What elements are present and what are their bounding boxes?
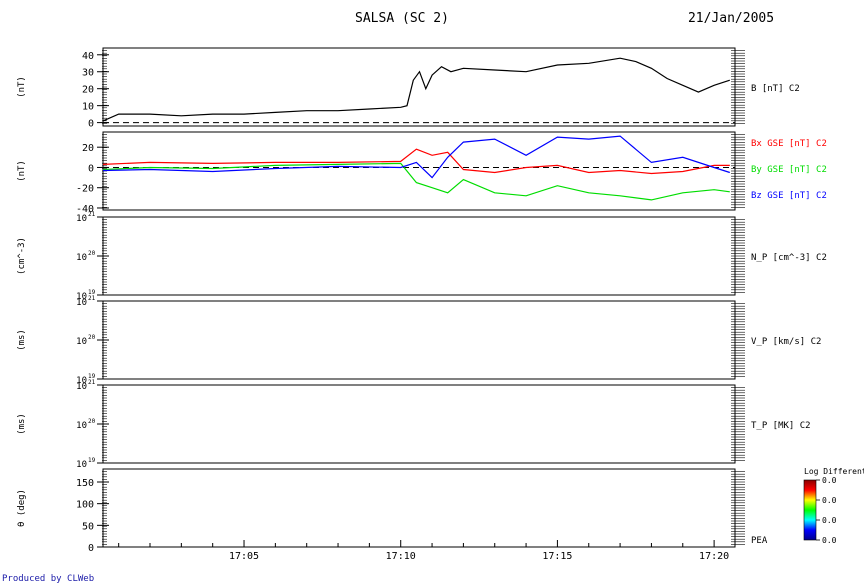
series-line-b [102, 57, 730, 122]
y-tick-label: 10 [76, 292, 87, 302]
series-label: N_P [cm^-3] C2 [751, 253, 827, 263]
y-tick-label: 0 [88, 119, 94, 130]
y-tick-exponent: 20 [88, 250, 96, 257]
series-label: Bx GSE [nT] C2 [751, 139, 827, 149]
x-tick-label: 17:05 [229, 551, 259, 562]
series-label: V_P [km/s] C2 [751, 337, 821, 347]
panel-panel-bgse: -40 -20 0 20 (nT) Bx GSE [nT] C2 By GSE [nT] C… [17, 131, 827, 215]
panel-frame [102, 47, 736, 127]
y-tick-label: 10 [76, 376, 87, 386]
y-tick-label: -20 [76, 184, 94, 195]
panel-frame [102, 300, 736, 380]
series-line-bx [102, 148, 730, 175]
y-tick-exponent: 19 [88, 373, 96, 380]
panel-panel-b: 0 10 20 30 40 (nT) B [nT] C2 [17, 47, 800, 130]
y-tick-exponent: 21 [88, 211, 96, 218]
colorbar-tick-label: 0.0 [822, 516, 837, 525]
y-tick-label: 10 [82, 102, 94, 113]
y-axis-label: θ (deg) [17, 489, 27, 527]
x-tick-label: 17:20 [699, 551, 729, 562]
y-tick-label: -40 [76, 204, 94, 215]
y-axis-label: (ms) [17, 329, 27, 351]
y-tick-exponent: 19 [88, 289, 96, 296]
colorbar-title: Log Differenti [804, 467, 864, 476]
y-tick-label: 20 [82, 85, 94, 96]
plot-title: SALSA (SC 2) [355, 11, 449, 26]
colorbar-bar [803, 479, 817, 541]
series-line-by [102, 162, 730, 201]
colorbar: Log Differenti0.00.00.00.0 [803, 467, 864, 545]
y-tick-label: 0 [88, 163, 94, 174]
series-label: PEA [751, 536, 768, 546]
series-label: T_P [MK] C2 [751, 421, 811, 431]
y-tick-exponent: 21 [88, 295, 96, 302]
colorbar-tick-label: 0.0 [822, 476, 837, 485]
y-tick-exponent: 20 [88, 418, 96, 425]
y-tick-exponent: 20 [88, 334, 96, 341]
y-tick-label: 20 [82, 143, 94, 154]
series-label: Bz GSE [nT] C2 [751, 191, 827, 201]
y-tick-label: 40 [82, 51, 94, 62]
x-axis: 17:05 17:10 17:15 17:20 [118, 540, 729, 562]
y-tick-exponent: 21 [88, 379, 96, 386]
y-tick-label: 10 [76, 421, 87, 431]
y-tick-label: 30 [82, 68, 94, 79]
produced-by-label: Produced by CLWeb [2, 574, 94, 584]
y-axis-label: (cm^-3) [17, 237, 27, 275]
y-tick-label: 10 [76, 382, 87, 392]
colorbar-tick-label: 0.0 [822, 496, 837, 505]
series-line-bz [102, 135, 730, 179]
series-label: B [nT] C2 [751, 84, 800, 94]
panel-frame [102, 216, 736, 296]
y-tick-exponent: 19 [88, 457, 96, 464]
y-axis-label: (nT) [17, 160, 27, 182]
y-tick-label: 0 [88, 543, 94, 554]
y-tick-label: 10 [76, 253, 87, 263]
panel-frame [102, 468, 736, 548]
y-tick-label: 100 [76, 500, 94, 511]
y-tick-label: 10 [76, 337, 87, 347]
series-label: By GSE [nT] C2 [751, 165, 827, 175]
y-tick-label: 10 [76, 460, 87, 470]
y-tick-label: 150 [76, 478, 94, 489]
panel-frame [102, 384, 736, 464]
panel-panel-pea: 0 50 100 150 θ (deg) PEA [17, 468, 768, 554]
y-tick-label: 10 [76, 214, 87, 224]
x-tick-label: 17:10 [386, 551, 416, 562]
colorbar-tick-label: 0.0 [822, 536, 837, 545]
y-axis-label: (ms) [17, 413, 27, 435]
y-tick-label: 10 [76, 298, 87, 308]
plot-date: 21/Jan/2005 [688, 11, 774, 26]
y-tick-label: 50 [82, 521, 94, 532]
x-tick-label: 17:15 [542, 551, 572, 562]
y-axis-label: (nT) [17, 76, 27, 98]
